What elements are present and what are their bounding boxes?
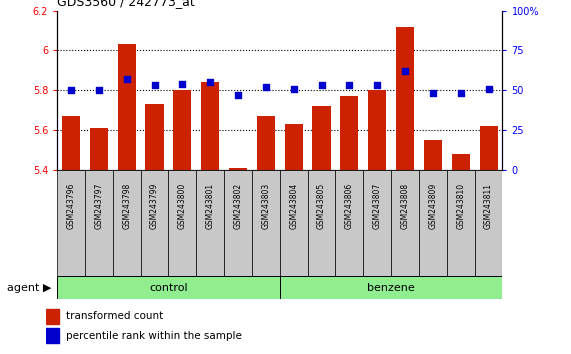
Bar [312, 106, 331, 170]
Text: GSM243800: GSM243800 [178, 183, 187, 229]
FancyBboxPatch shape [168, 170, 196, 276]
Bar [424, 140, 442, 170]
Bar [285, 124, 303, 170]
Bar [201, 82, 219, 170]
Bar [229, 168, 247, 170]
Bar [480, 126, 497, 170]
Text: GSM243807: GSM243807 [373, 183, 382, 229]
Text: transformed count: transformed count [66, 311, 163, 321]
Bar [257, 116, 275, 170]
Text: GSM243805: GSM243805 [317, 183, 326, 229]
Point [178, 81, 187, 87]
Text: GSM243803: GSM243803 [262, 183, 271, 229]
Bar [46, 309, 59, 324]
Text: GSM243799: GSM243799 [150, 183, 159, 229]
FancyBboxPatch shape [57, 170, 85, 276]
FancyBboxPatch shape [475, 170, 502, 276]
FancyBboxPatch shape [252, 170, 280, 276]
Text: control: control [149, 282, 188, 293]
Text: GSM243809: GSM243809 [428, 183, 437, 229]
Text: benzene: benzene [367, 282, 415, 293]
Text: GSM243808: GSM243808 [400, 183, 409, 229]
Point [428, 91, 437, 96]
FancyBboxPatch shape [224, 170, 252, 276]
Bar [118, 45, 136, 170]
Bar [174, 90, 191, 170]
Bar [396, 27, 414, 170]
Text: GSM243811: GSM243811 [484, 183, 493, 229]
FancyBboxPatch shape [335, 170, 363, 276]
FancyBboxPatch shape [57, 276, 280, 299]
Bar [146, 104, 163, 170]
FancyBboxPatch shape [85, 170, 112, 276]
Bar [46, 329, 59, 343]
Point [234, 92, 243, 98]
Text: GSM243796: GSM243796 [66, 183, 75, 229]
Bar [340, 96, 359, 170]
Point [345, 83, 354, 88]
Text: GDS3560 / 242773_at: GDS3560 / 242773_at [57, 0, 195, 8]
Text: GSM243801: GSM243801 [206, 183, 215, 229]
Bar [62, 116, 80, 170]
Text: GSM243802: GSM243802 [234, 183, 243, 229]
FancyBboxPatch shape [140, 170, 168, 276]
Point [484, 86, 493, 92]
Point [317, 83, 326, 88]
Text: percentile rank within the sample: percentile rank within the sample [66, 331, 242, 341]
Point [150, 83, 159, 88]
Bar [90, 128, 108, 170]
Text: agent ▶: agent ▶ [7, 282, 51, 293]
Text: GSM243797: GSM243797 [94, 183, 103, 229]
FancyBboxPatch shape [196, 170, 224, 276]
FancyBboxPatch shape [112, 170, 140, 276]
FancyBboxPatch shape [419, 170, 447, 276]
Point [122, 76, 131, 82]
Text: GSM243804: GSM243804 [289, 183, 298, 229]
FancyBboxPatch shape [391, 170, 419, 276]
Point [456, 91, 465, 96]
Point [262, 84, 271, 90]
Text: GSM243810: GSM243810 [456, 183, 465, 229]
FancyBboxPatch shape [363, 170, 391, 276]
Point [373, 83, 382, 88]
FancyBboxPatch shape [447, 170, 475, 276]
Point [400, 68, 409, 74]
FancyBboxPatch shape [308, 170, 335, 276]
Point [94, 87, 103, 93]
Bar [368, 90, 386, 170]
Point [66, 87, 75, 93]
FancyBboxPatch shape [280, 170, 308, 276]
FancyBboxPatch shape [280, 276, 502, 299]
Point [289, 86, 298, 92]
Point [206, 80, 215, 85]
Text: GSM243806: GSM243806 [345, 183, 354, 229]
Text: GSM243798: GSM243798 [122, 183, 131, 229]
Bar [452, 154, 470, 170]
